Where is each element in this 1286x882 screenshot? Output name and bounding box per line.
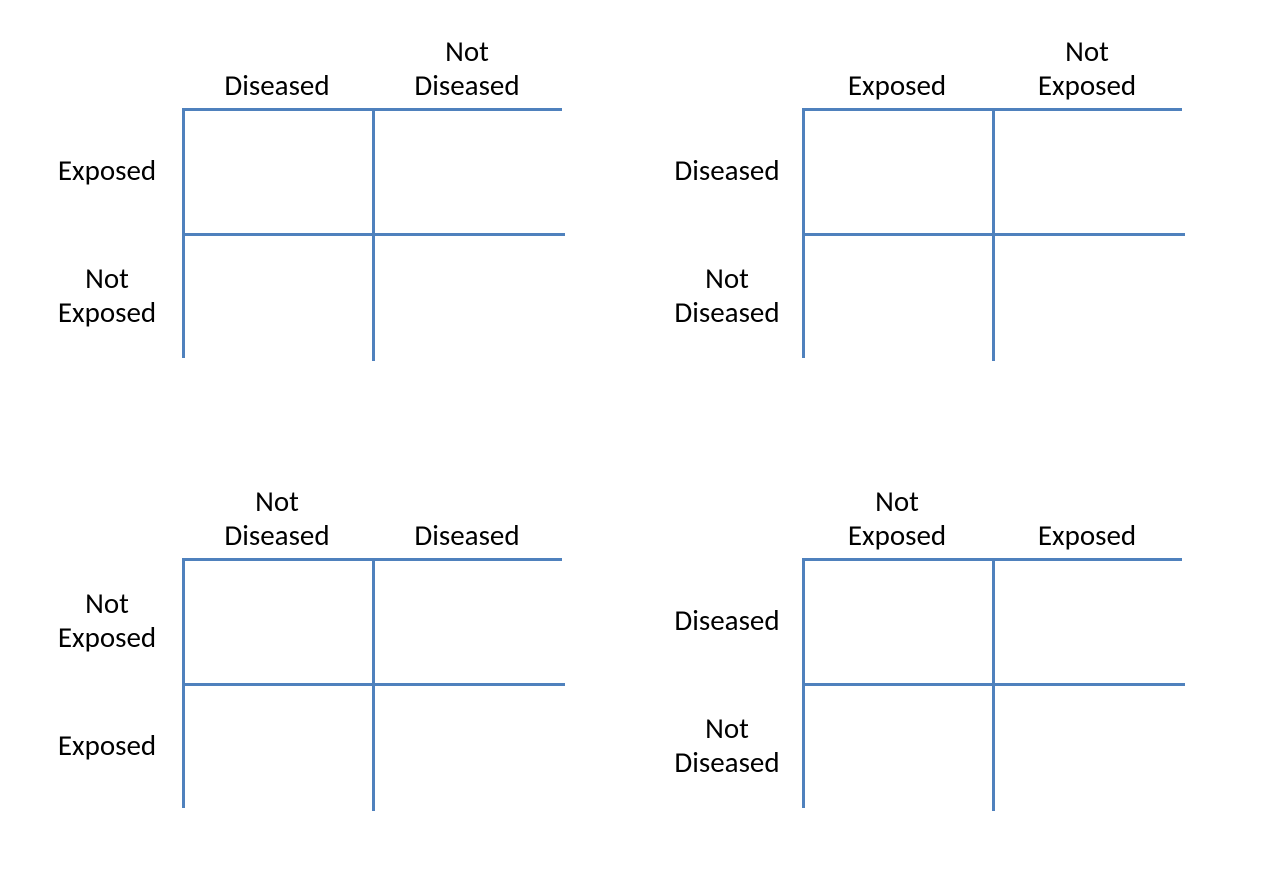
grid-cell [185, 236, 375, 361]
grid-cell [375, 111, 565, 236]
contingency-table-panel: ExposedNot Exposed DiseasedNot Diseased [660, 20, 1182, 358]
row-header: Not Exposed [40, 233, 182, 358]
two-by-two-grid [802, 108, 1182, 358]
row-header: Not Exposed [40, 558, 182, 683]
row-header: Diseased [660, 108, 802, 233]
row-header: Not Diseased [660, 683, 802, 808]
column-header: Diseased [372, 470, 562, 558]
row-header: Diseased [660, 558, 802, 683]
grid-cell [185, 686, 375, 811]
column-header: Not Exposed [992, 20, 1182, 108]
column-header: Exposed [802, 20, 992, 108]
column-header: Exposed [992, 470, 1182, 558]
grid-cell [995, 236, 1185, 361]
grid-cell [185, 561, 375, 686]
grid-cell [995, 561, 1185, 686]
contingency-table-panel: DiseasedNot Diseased ExposedNot Exposed [40, 20, 562, 358]
grid-cell [375, 236, 565, 361]
grid-cell [995, 686, 1185, 811]
grid-cell [375, 686, 565, 811]
grid-cell [805, 111, 995, 236]
two-by-two-grid [182, 108, 562, 358]
column-header: Not Diseased [182, 470, 372, 558]
grid-cell [995, 111, 1185, 236]
grid-cell [805, 561, 995, 686]
two-by-two-grid [182, 558, 562, 808]
diagram-canvas: DiseasedNot DiseasedExposedNot ExposedEx… [0, 0, 1286, 882]
row-header: Exposed [40, 108, 182, 233]
two-by-two-grid [802, 558, 1182, 808]
column-header: Diseased [182, 20, 372, 108]
column-header: Not Diseased [372, 20, 562, 108]
grid-cell [805, 236, 995, 361]
grid-cell [805, 686, 995, 811]
row-header: Not Diseased [660, 233, 802, 358]
contingency-table-panel: Not ExposedExposed DiseasedNot Diseased [660, 470, 1182, 808]
column-header: Not Exposed [802, 470, 992, 558]
grid-cell [185, 111, 375, 236]
contingency-table-panel: Not DiseasedDiseased Not ExposedExposed [40, 470, 562, 808]
row-header: Exposed [40, 683, 182, 808]
grid-cell [375, 561, 565, 686]
